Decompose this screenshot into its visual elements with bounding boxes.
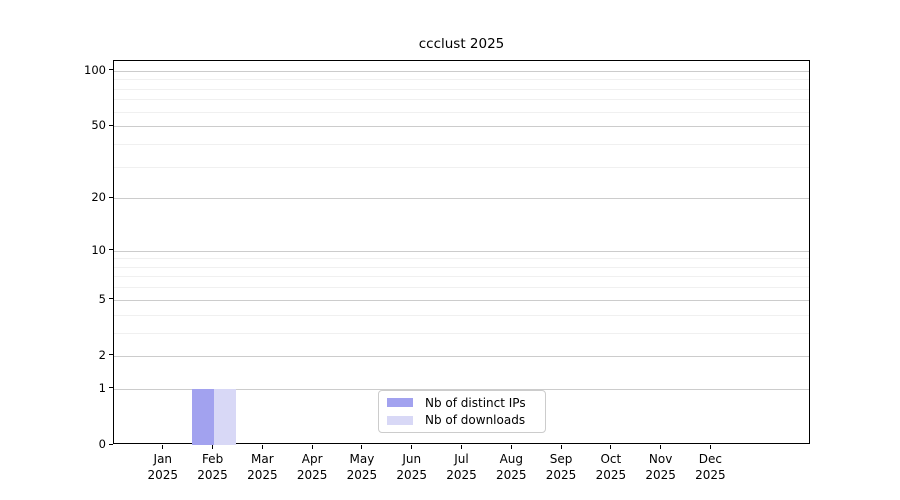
y-tick-label: 1 bbox=[98, 380, 106, 395]
x-tick-label: Feb 2025 bbox=[185, 452, 241, 483]
y-tick-label: 20 bbox=[91, 190, 106, 205]
bar-downloads bbox=[213, 388, 236, 445]
y-tick-mark bbox=[109, 354, 113, 356]
y-tick-label: 100 bbox=[84, 62, 106, 77]
chart-title: ccclust 2025 bbox=[418, 36, 505, 52]
x-tick-mark bbox=[461, 445, 462, 449]
x-tick-label-month: Oct bbox=[600, 452, 622, 466]
legend-label-distinct-ips: Nb of distinct IPs bbox=[425, 395, 526, 410]
gridline-minor bbox=[114, 166, 809, 168]
gridline-minor bbox=[114, 314, 809, 316]
x-tick-label: Oct 2025 bbox=[583, 452, 639, 483]
gridline-major bbox=[114, 70, 809, 72]
gridline-minor bbox=[114, 276, 809, 278]
x-tick-mark bbox=[212, 445, 214, 449]
x-tick-label-month: Apr bbox=[301, 452, 323, 466]
x-tick-label: Dec 2025 bbox=[682, 452, 738, 483]
legend-entry-downloads: Nb of downloads bbox=[387, 412, 537, 430]
x-tick-label: Apr 2025 bbox=[284, 452, 340, 483]
x-tick-label-month: Mar bbox=[251, 452, 274, 466]
x-tick-label: Jul 2025 bbox=[434, 452, 490, 483]
x-tick-label-year: 2025 bbox=[545, 467, 577, 482]
x-tick-label: Sep 2025 bbox=[533, 452, 589, 483]
legend-swatch-downloads-icon bbox=[387, 415, 413, 425]
y-tick-label: 5 bbox=[98, 291, 106, 306]
gridline-minor bbox=[114, 88, 809, 90]
y-tick-mark bbox=[109, 69, 113, 71]
gridline-major bbox=[114, 355, 809, 357]
gridline-major bbox=[114, 388, 809, 390]
x-tick-label-year: 2025 bbox=[197, 467, 228, 482]
y-tick-mark bbox=[109, 443, 113, 445]
gridline-minor bbox=[114, 266, 809, 268]
x-tick-label-year: 2025 bbox=[346, 467, 378, 482]
plot-area bbox=[113, 60, 810, 445]
gridline-major bbox=[114, 299, 809, 301]
y-tick-mark bbox=[109, 249, 113, 251]
x-tick-mark bbox=[311, 445, 313, 449]
gridline-minor bbox=[114, 258, 809, 260]
x-tick-label-year: 2025 bbox=[247, 467, 278, 482]
x-tick-label: Jan 2025 bbox=[135, 452, 191, 483]
x-tick-mark bbox=[560, 445, 562, 449]
legend-entry-distinct-ips: Nb of distinct IPs bbox=[387, 394, 537, 412]
bar-distinct-ips bbox=[191, 388, 214, 445]
x-tick-label-month: Jan bbox=[153, 452, 173, 466]
gridline-minor bbox=[114, 111, 809, 113]
x-tick-mark bbox=[510, 445, 512, 449]
x-tick-mark bbox=[361, 445, 363, 449]
x-tick-mark bbox=[610, 445, 612, 449]
legend: Nb of distinct IPs Nb of downloads bbox=[378, 390, 546, 433]
y-tick-mark bbox=[109, 196, 113, 198]
y-tick-label: 2 bbox=[98, 347, 106, 362]
gridline-major bbox=[114, 250, 809, 252]
legend-swatch-distinct-ips-icon bbox=[387, 398, 413, 408]
gridline-major bbox=[114, 126, 809, 128]
y-tick-label: 0 bbox=[98, 437, 106, 451]
legend-label-downloads: Nb of downloads bbox=[425, 413, 526, 428]
x-tick-label-year: 2025 bbox=[296, 467, 328, 482]
gridline-minor bbox=[114, 79, 809, 81]
gridline-minor bbox=[114, 143, 809, 145]
y-tick-mark bbox=[109, 124, 113, 126]
y-tick-label: 50 bbox=[91, 118, 106, 133]
gridline-minor bbox=[114, 287, 809, 289]
x-tick-label-year: 2025 bbox=[496, 467, 527, 482]
x-tick-label-year: 2025 bbox=[695, 467, 726, 482]
x-tick-label: Nov 2025 bbox=[633, 452, 689, 483]
x-tick-label-month: Jun bbox=[402, 452, 422, 466]
gridline-major bbox=[114, 198, 809, 200]
x-tick-label-month: Dec bbox=[698, 452, 723, 466]
x-tick-label-year: 2025 bbox=[446, 467, 477, 482]
x-tick-mark bbox=[261, 445, 263, 449]
x-tick-mark bbox=[709, 445, 711, 449]
x-tick-mark bbox=[660, 445, 662, 449]
gridline-minor bbox=[114, 332, 809, 334]
y-tick-mark bbox=[109, 298, 113, 300]
x-tick-label-month: Aug bbox=[499, 452, 523, 466]
x-tick-label: Mar 2025 bbox=[234, 452, 290, 483]
y-tick-label: 10 bbox=[91, 242, 106, 257]
gridline-minor bbox=[114, 99, 809, 101]
x-tick-label-year: 2025 bbox=[595, 467, 627, 482]
x-tick-label-month: Feb bbox=[201, 452, 224, 466]
x-tick-label-month: Jul bbox=[454, 452, 469, 466]
x-tick-mark bbox=[162, 445, 164, 449]
x-tick-label: Jun 2025 bbox=[384, 452, 440, 483]
y-tick-mark bbox=[109, 387, 113, 389]
x-tick-label-year: 2025 bbox=[645, 467, 676, 482]
x-tick-label-month: May bbox=[349, 452, 375, 466]
x-tick-label-year: 2025 bbox=[396, 467, 427, 482]
x-tick-mark bbox=[411, 445, 413, 449]
x-tick-label-year: 2025 bbox=[147, 467, 179, 482]
x-tick-label-month: Sep bbox=[549, 452, 573, 466]
x-tick-label: Aug 2025 bbox=[483, 452, 539, 483]
x-tick-label: May 2025 bbox=[334, 452, 390, 483]
x-tick-label-month: Nov bbox=[648, 452, 673, 466]
